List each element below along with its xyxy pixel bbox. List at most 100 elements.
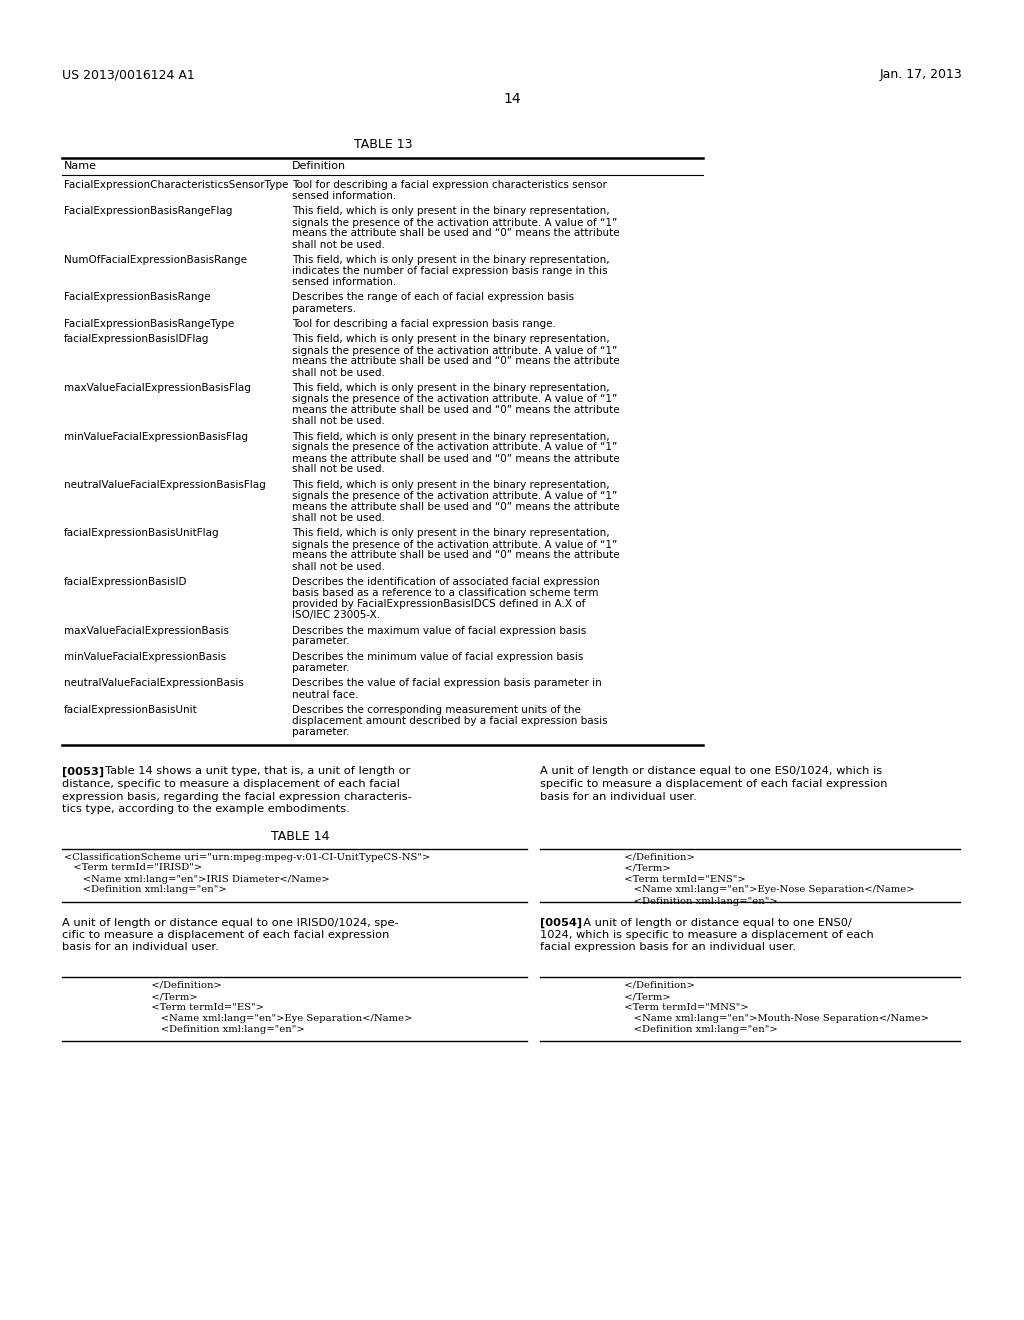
Text: shall not be used.: shall not be used. <box>292 465 385 474</box>
Text: signals the presence of the activation attribute. A value of “1”: signals the presence of the activation a… <box>292 540 617 549</box>
Text: maxValueFacialExpressionBasisFlag: maxValueFacialExpressionBasisFlag <box>63 383 251 393</box>
Text: means the attribute shall be used and “0” means the attribute: means the attribute shall be used and “0… <box>292 502 620 512</box>
Text: parameters.: parameters. <box>292 304 356 314</box>
Text: [0053]: [0053] <box>62 767 104 776</box>
Text: basis for an individual user.: basis for an individual user. <box>540 792 696 801</box>
Text: displacement amount described by a facial expression basis: displacement amount described by a facia… <box>292 715 607 726</box>
Text: NumOfFacialExpressionBasisRange: NumOfFacialExpressionBasisRange <box>63 255 247 265</box>
Text: This field, which is only present in the binary representation,: This field, which is only present in the… <box>292 432 609 441</box>
Text: signals the presence of the activation attribute. A value of “1”: signals the presence of the activation a… <box>292 346 617 355</box>
Text: </Term>: </Term> <box>142 993 198 1001</box>
Text: indicates the number of facial expression basis range in this: indicates the number of facial expressio… <box>292 267 607 276</box>
Text: neutral face.: neutral face. <box>292 689 358 700</box>
Text: A unit of length or distance equal to one ENS0/: A unit of length or distance equal to on… <box>575 917 852 928</box>
Text: facialExpressionBasisID: facialExpressionBasisID <box>63 577 187 587</box>
Text: means the attribute shall be used and “0” means the attribute: means the attribute shall be used and “0… <box>292 550 620 561</box>
Text: This field, which is only present in the binary representation,: This field, which is only present in the… <box>292 480 609 490</box>
Text: This field, which is only present in the binary representation,: This field, which is only present in the… <box>292 255 609 265</box>
Text: minValueFacialExpressionBasisFlag: minValueFacialExpressionBasisFlag <box>63 432 248 441</box>
Text: signals the presence of the activation attribute. A value of “1”: signals the presence of the activation a… <box>292 491 617 502</box>
Text: parameter.: parameter. <box>292 636 349 647</box>
Text: shall not be used.: shall not be used. <box>292 416 385 426</box>
Text: tics type, according to the example embodiments.: tics type, according to the example embo… <box>62 804 350 814</box>
Text: minValueFacialExpressionBasis: minValueFacialExpressionBasis <box>63 652 226 663</box>
Text: parameter.: parameter. <box>292 727 349 737</box>
Text: shall not be used.: shall not be used. <box>292 239 385 249</box>
Text: This field, which is only present in the binary representation,: This field, which is only present in the… <box>292 528 609 539</box>
Text: neutralValueFacialExpressionBasis: neutralValueFacialExpressionBasis <box>63 678 244 689</box>
Text: provided by FacialExpressionBasisIDCS defined in A.X of: provided by FacialExpressionBasisIDCS de… <box>292 599 586 609</box>
Text: Definition: Definition <box>292 161 346 172</box>
Text: specific to measure a displacement of each facial expression: specific to measure a displacement of ea… <box>540 779 888 789</box>
Text: shall not be used.: shall not be used. <box>292 367 385 378</box>
Text: means the attribute shall be used and “0” means the attribute: means the attribute shall be used and “0… <box>292 454 620 463</box>
Text: Describes the minimum value of facial expression basis: Describes the minimum value of facial ex… <box>292 652 584 663</box>
Text: Describes the value of facial expression basis parameter in: Describes the value of facial expression… <box>292 678 602 689</box>
Text: means the attribute shall be used and “0” means the attribute: means the attribute shall be used and “0… <box>292 356 620 367</box>
Text: FacialExpressionBasisRangeFlag: FacialExpressionBasisRangeFlag <box>63 206 232 216</box>
Text: This field, which is only present in the binary representation,: This field, which is only present in the… <box>292 334 609 345</box>
Text: <Definition xml:lang="en">: <Definition xml:lang="en"> <box>615 1026 777 1034</box>
Text: distance, specific to measure a displacement of each facial: distance, specific to measure a displace… <box>62 779 400 789</box>
Text: TABLE 13: TABLE 13 <box>353 139 413 150</box>
Text: parameter.: parameter. <box>292 663 349 673</box>
Text: Tool for describing a facial expression basis range.: Tool for describing a facial expression … <box>292 319 556 329</box>
Text: expression basis, regarding the facial expression characteris-: expression basis, regarding the facial e… <box>62 792 412 801</box>
Text: This field, which is only present in the binary representation,: This field, which is only present in the… <box>292 383 609 393</box>
Text: </Definition>: </Definition> <box>615 981 694 990</box>
Text: Describes the corresponding measurement units of the: Describes the corresponding measurement … <box>292 705 581 715</box>
Text: shall not be used.: shall not be used. <box>292 513 385 523</box>
Text: TABLE 14: TABLE 14 <box>270 830 330 843</box>
Text: 1024, which is specific to measure a displacement of each: 1024, which is specific to measure a dis… <box>540 931 873 940</box>
Text: facialExpressionBasisUnitFlag: facialExpressionBasisUnitFlag <box>63 528 219 539</box>
Text: [0054]: [0054] <box>540 917 582 928</box>
Text: <Definition xml:lang="en">: <Definition xml:lang="en"> <box>615 896 777 906</box>
Text: means the attribute shall be used and “0” means the attribute: means the attribute shall be used and “0… <box>292 228 620 239</box>
Text: </Term>: </Term> <box>615 863 671 873</box>
Text: maxValueFacialExpressionBasis: maxValueFacialExpressionBasis <box>63 626 229 635</box>
Text: 14: 14 <box>503 92 521 106</box>
Text: </Term>: </Term> <box>615 993 671 1001</box>
Text: This field, which is only present in the binary representation,: This field, which is only present in the… <box>292 206 609 216</box>
Text: Describes the range of each of facial expression basis: Describes the range of each of facial ex… <box>292 293 574 302</box>
Text: <Term termId="ENS">: <Term termId="ENS"> <box>615 874 745 883</box>
Text: </Definition>: </Definition> <box>142 981 222 990</box>
Text: facialExpressionBasisIDFlag: facialExpressionBasisIDFlag <box>63 334 209 345</box>
Text: cific to measure a displacement of each facial expression: cific to measure a displacement of each … <box>62 931 389 940</box>
Text: facial expression basis for an individual user.: facial expression basis for an individua… <box>540 942 796 953</box>
Text: <Name xml:lang="en">Mouth-Nose Separation</Name>: <Name xml:lang="en">Mouth-Nose Separatio… <box>615 1014 929 1023</box>
Text: signals the presence of the activation attribute. A value of “1”: signals the presence of the activation a… <box>292 218 617 227</box>
Text: <ClassificationScheme uri="urn:mpeg:mpeg-v:01-CI-UnitTypeCS-NS">: <ClassificationScheme uri="urn:mpeg:mpeg… <box>63 853 430 862</box>
Text: <Definition xml:lang="en">: <Definition xml:lang="en"> <box>63 886 226 895</box>
Text: Jan. 17, 2013: Jan. 17, 2013 <box>880 69 962 81</box>
Text: ISO/IEC 23005-X.: ISO/IEC 23005-X. <box>292 610 380 620</box>
Text: <Name xml:lang="en">IRIS Diameter</Name>: <Name xml:lang="en">IRIS Diameter</Name> <box>63 874 330 883</box>
Text: signals the presence of the activation attribute. A value of “1”: signals the presence of the activation a… <box>292 442 617 453</box>
Text: Name: Name <box>63 161 97 172</box>
Text: facialExpressionBasisUnit: facialExpressionBasisUnit <box>63 705 198 715</box>
Text: A unit of length or distance equal to one ES0/1024, which is: A unit of length or distance equal to on… <box>540 767 882 776</box>
Text: <Name xml:lang="en">Eye-Nose Separation</Name>: <Name xml:lang="en">Eye-Nose Separation<… <box>615 886 914 895</box>
Text: FacialExpressionBasisRangeType: FacialExpressionBasisRangeType <box>63 319 234 329</box>
Text: </Definition>: </Definition> <box>615 853 694 862</box>
Text: Table 14 shows a unit type, that is, a unit of length or: Table 14 shows a unit type, that is, a u… <box>98 767 411 776</box>
Text: shall not be used.: shall not be used. <box>292 561 385 572</box>
Text: <Term termId="ES">: <Term termId="ES"> <box>142 1003 264 1012</box>
Text: <Term termId="IRISD">: <Term termId="IRISD"> <box>63 863 202 873</box>
Text: <Definition xml:lang="en">: <Definition xml:lang="en"> <box>142 1026 304 1034</box>
Text: FacialExpressionCharacteristicsSensorType: FacialExpressionCharacteristicsSensorTyp… <box>63 180 289 190</box>
Text: Tool for describing a facial expression characteristics sensor: Tool for describing a facial expression … <box>292 180 607 190</box>
Text: signals the presence of the activation attribute. A value of “1”: signals the presence of the activation a… <box>292 393 617 404</box>
Text: means the attribute shall be used and “0” means the attribute: means the attribute shall be used and “0… <box>292 405 620 414</box>
Text: FacialExpressionBasisRange: FacialExpressionBasisRange <box>63 293 211 302</box>
Text: sensed information.: sensed information. <box>292 277 396 286</box>
Text: sensed information.: sensed information. <box>292 191 396 201</box>
Text: Describes the identification of associated facial expression: Describes the identification of associat… <box>292 577 600 587</box>
Text: basis based as a reference to a classification scheme term: basis based as a reference to a classifi… <box>292 587 598 598</box>
Text: Describes the maximum value of facial expression basis: Describes the maximum value of facial ex… <box>292 626 587 635</box>
Text: US 2013/0016124 A1: US 2013/0016124 A1 <box>62 69 195 81</box>
Text: neutralValueFacialExpressionBasisFlag: neutralValueFacialExpressionBasisFlag <box>63 480 266 490</box>
Text: basis for an individual user.: basis for an individual user. <box>62 942 219 953</box>
Text: A unit of length or distance equal to one IRISD0/1024, spe-: A unit of length or distance equal to on… <box>62 917 398 928</box>
Text: <Term termId="MNS">: <Term termId="MNS"> <box>615 1003 749 1012</box>
